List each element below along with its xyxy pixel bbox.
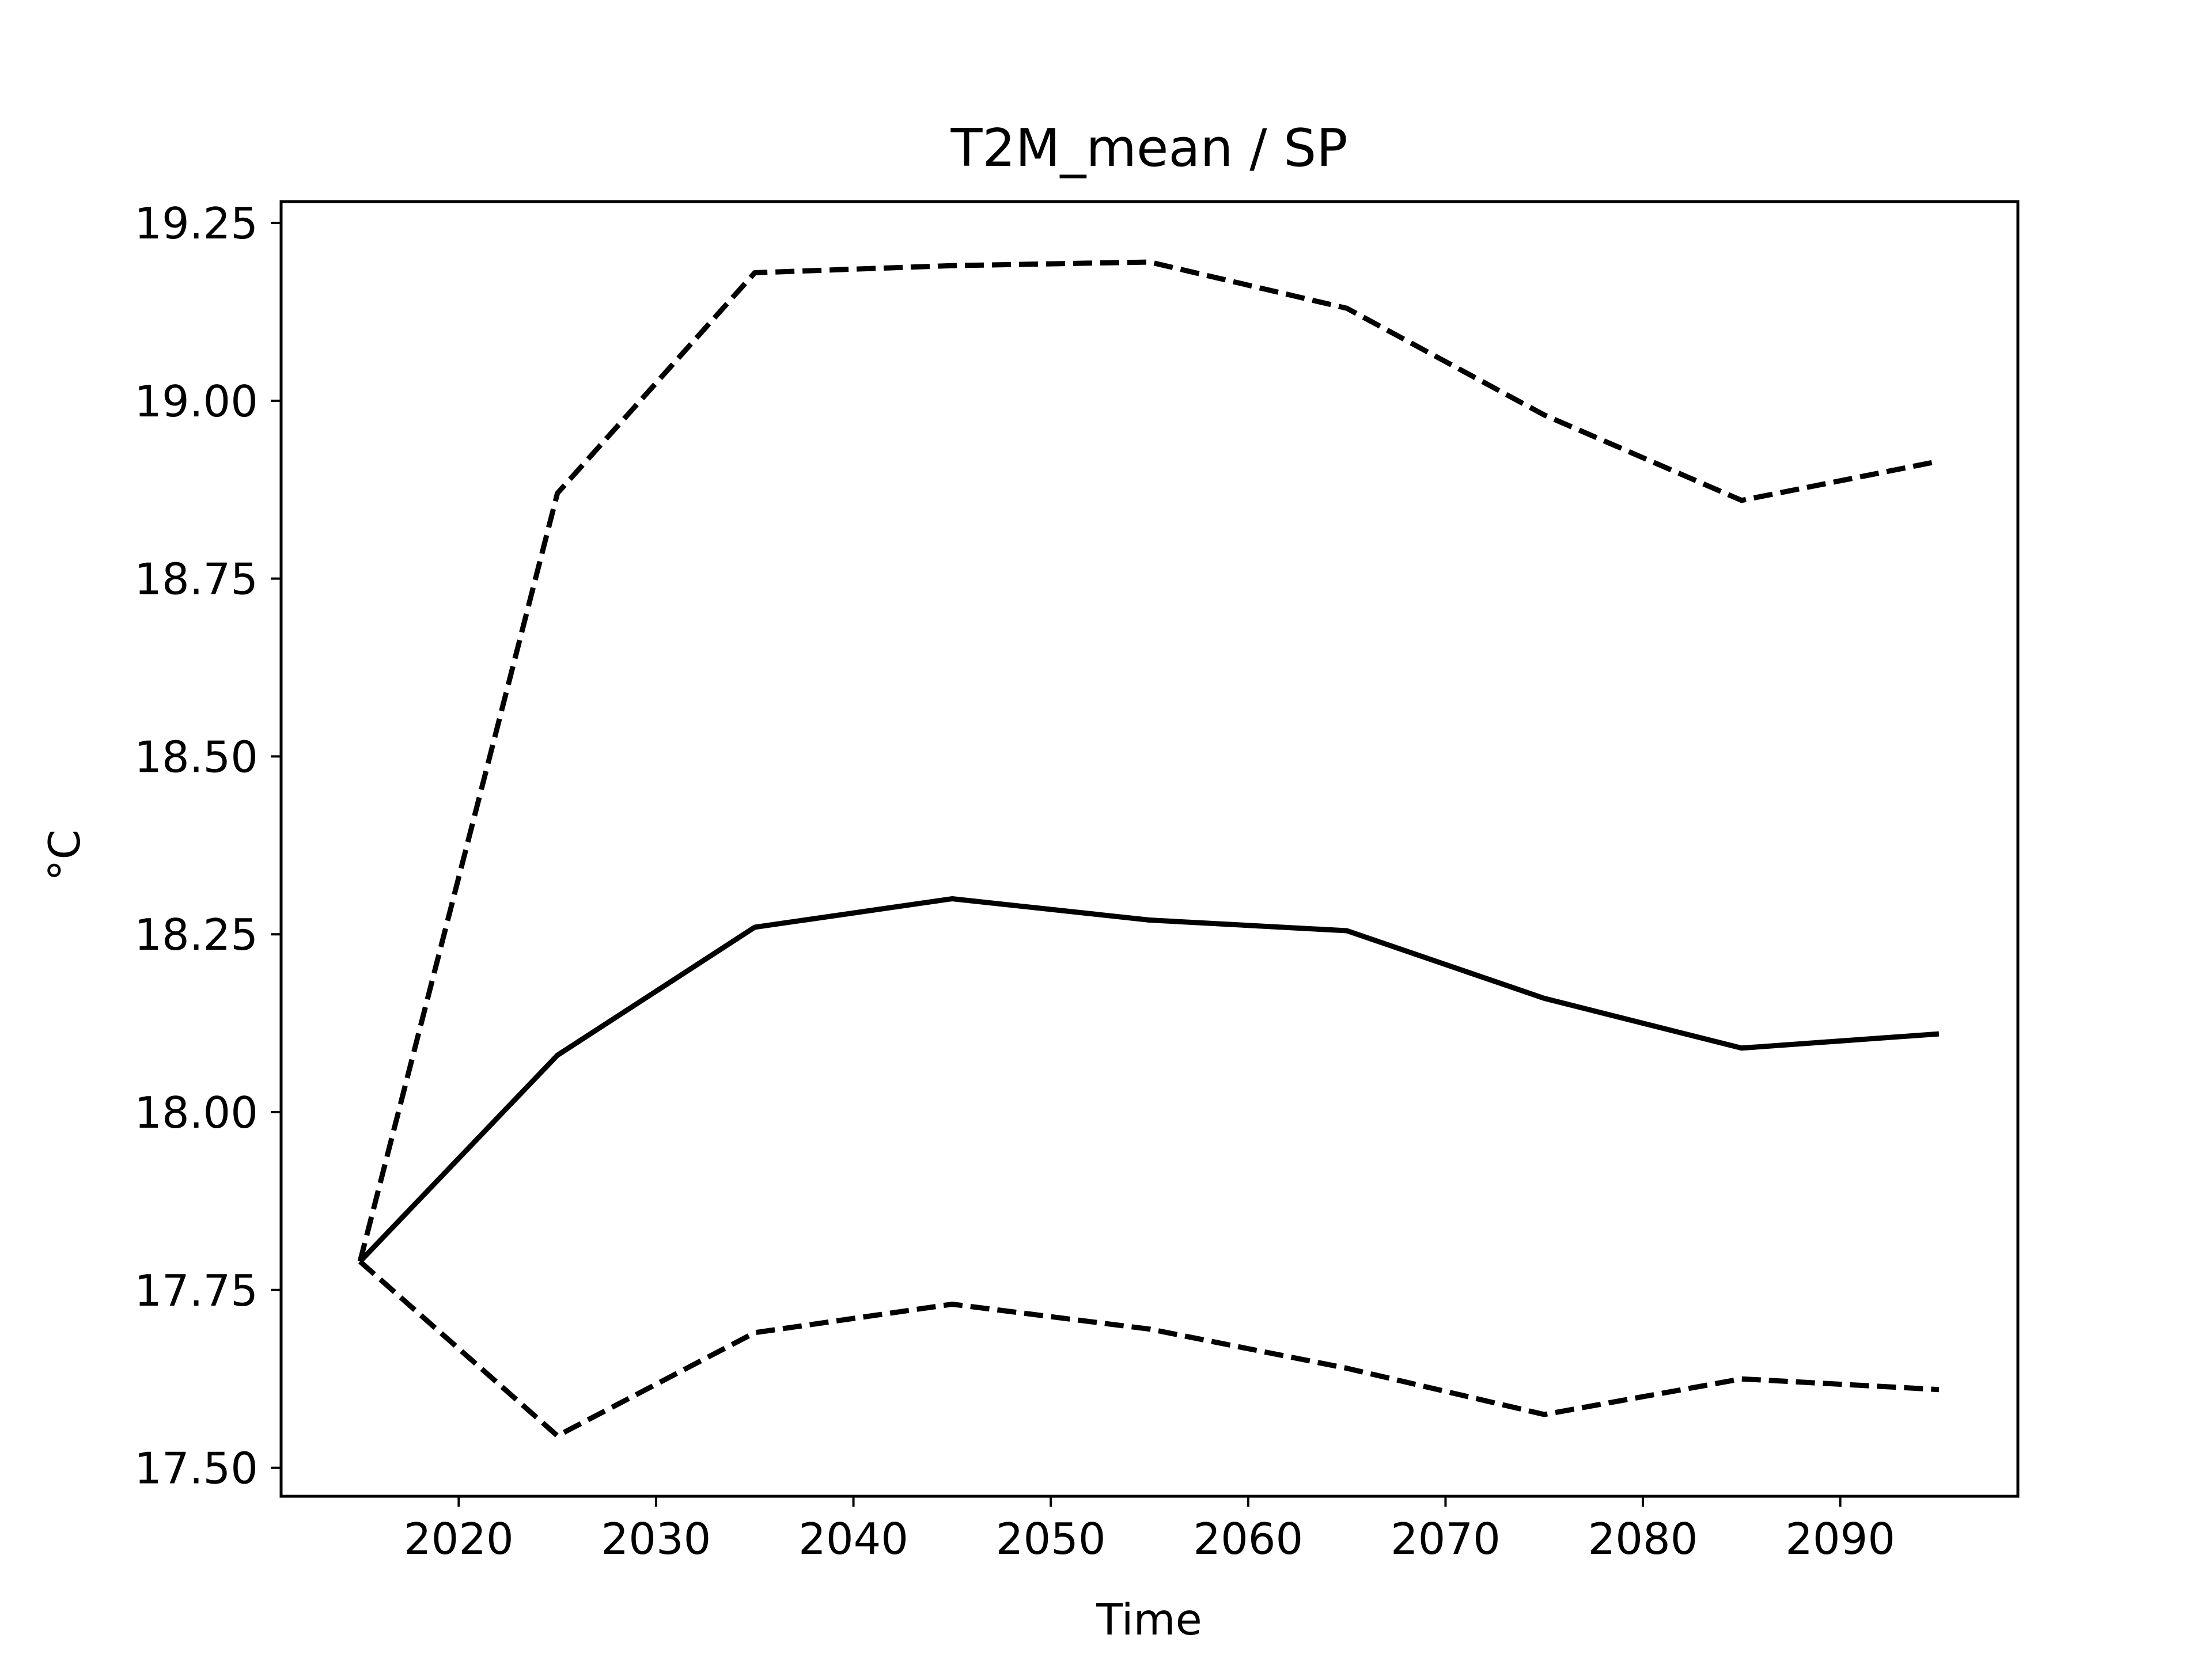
y-tick-label: 18.50: [134, 731, 258, 782]
y-tick-label: 18.75: [134, 554, 258, 605]
y-tick-label: 18.00: [134, 1087, 258, 1138]
y-tick-label: 18.25: [134, 909, 258, 960]
x-tick-label: 2090: [1785, 1514, 1895, 1564]
x-tick-label: 2020: [404, 1514, 514, 1564]
plot-area-frame: [279, 200, 2020, 1498]
series-layer: [357, 259, 1940, 1439]
y-tick-label: 19.00: [134, 376, 258, 427]
x-axis-label: Time: [1096, 1594, 1202, 1645]
x-tick-label: 2080: [1588, 1514, 1698, 1564]
y-tick-label: 19.25: [134, 198, 258, 249]
y-axis-ticks: 17.50 17.75 18.00 18.25 18.50 18.75 19.00 19.25: [134, 198, 281, 1494]
x-tick-label: 2050: [996, 1514, 1106, 1564]
y-tick-label: 17.75: [134, 1265, 258, 1316]
x-tick-label: 2030: [601, 1514, 711, 1564]
y-axis-label: °C: [39, 829, 90, 881]
chart-title: T2M_mean / SP: [950, 118, 1347, 179]
series-line-3: [358, 1260, 1940, 1439]
x-tick-label: 2060: [1193, 1514, 1303, 1564]
y-tick-label: 17.50: [134, 1443, 258, 1494]
x-tick-label: 2040: [798, 1514, 908, 1564]
x-axis-ticks: 2020 2030 2040 2050 2060 2070 2080 2090: [404, 1496, 1895, 1564]
series-line-1: [358, 896, 1940, 1264]
x-tick-label: 2070: [1391, 1514, 1501, 1564]
